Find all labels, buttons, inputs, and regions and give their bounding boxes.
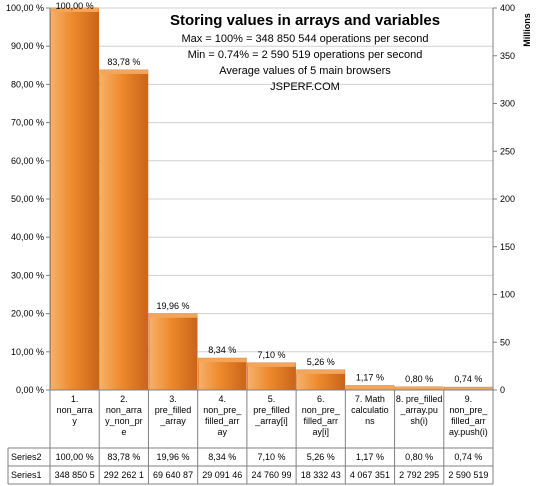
table-cell: 100,00 % — [56, 452, 94, 462]
table-cell: 24 760 99 — [251, 470, 291, 480]
chart-title: Storing values in arrays and variables — [170, 12, 440, 29]
bar-top-face — [296, 369, 345, 374]
bar — [197, 357, 247, 391]
data-label: 83,78 % — [107, 57, 140, 67]
bar — [99, 69, 149, 391]
data-labels: 100,00 % 83,78 % 19,96 % 8,34 % 7,10 % 5,26 %… — [56, 1, 483, 384]
data-label: 19,96 % — [157, 301, 190, 311]
table-cell: 7,10 % — [257, 452, 285, 462]
y-left-tick-label: 50,00 % — [11, 194, 44, 204]
y-right-tick-label: 100 — [500, 290, 515, 300]
bar-top-face — [345, 385, 395, 390]
table-cell: 0,74 % — [454, 452, 482, 462]
chart-subtitle-line-1: Max = 100% = 348 850 544 operations per … — [181, 33, 428, 45]
category-label: 2. non_arra y_non_pr e — [105, 394, 143, 437]
table-cell: 29 091 46 — [202, 470, 242, 480]
table-cell: 8,34 % — [208, 452, 236, 462]
category-label: 6. non_pre_ filled_arr ay[i] — [302, 394, 341, 437]
data-label: 1,17 % — [356, 373, 384, 383]
category-label: 1. non_arra y — [57, 394, 93, 426]
y-left-tick-label: 30,00 % — [11, 270, 44, 280]
y-right-tick-label: 350 — [500, 51, 515, 61]
y-right-tick-label: 0 — [500, 385, 505, 395]
table-cell: 2 792 295 — [399, 470, 439, 480]
bar-top-face — [247, 362, 296, 367]
category-label: 7. Math calculatio ns — [351, 394, 389, 426]
category-label: 9. non_pre_ filled_arr ay.push(i) — [449, 394, 488, 437]
chart-subtitle-line-3: Average values of 5 main browsers — [219, 65, 391, 77]
bar-top-face — [395, 386, 444, 390]
y-left-tick-label: 0,00 % — [16, 385, 44, 395]
data-label: 0,74 % — [454, 374, 482, 384]
y-right-tick-label: 400 — [500, 3, 515, 13]
y-left-tick-label: 90,00 % — [11, 41, 44, 51]
category-label: 3. pre_filled _array — [155, 394, 192, 426]
y-right-tick-label: 50 — [500, 337, 510, 347]
y-right-tick-label: 150 — [500, 242, 515, 252]
data-label: 100,00 % — [56, 1, 94, 11]
bar-top-face — [198, 358, 247, 363]
category-label: 4. non_pre_ filled_arr ay — [203, 394, 242, 437]
bar-top-face — [99, 69, 148, 74]
y-left-tick-label: 10,00 % — [11, 347, 44, 357]
table-cell: 18 332 43 — [301, 470, 341, 480]
y-left-tick-label: 60,00 % — [11, 156, 44, 166]
bar-top-face — [444, 387, 493, 390]
bars — [50, 7, 493, 391]
y-right-tick-label: 300 — [500, 99, 515, 109]
data-table: 1. non_arra y 2. non_arra y_non_pr e 3. pre_fill… — [7, 389, 494, 485]
axes: 0,00 % 10,00 % 20,00 % 30,00 % 40,00 % 50,00 … — [6, 3, 532, 395]
category-label: 8. pre_filled _array.pu sh(i) — [396, 394, 443, 426]
category-label: 5. pre_filled _array[i] — [253, 394, 290, 426]
y-left-tick-label: 70,00 % — [11, 118, 44, 128]
table-cell: 2 590 519 — [448, 470, 488, 480]
table-series-name: Series1 — [11, 470, 42, 480]
table-cell: 4 067 351 — [350, 470, 390, 480]
bar — [50, 7, 100, 391]
table-cell: 19,96 % — [157, 452, 190, 462]
y-right-axis-title: Millions — [522, 13, 532, 47]
table-cell: 5,26 % — [307, 452, 335, 462]
bar — [148, 313, 198, 391]
chart-subtitle-line-4: JSPERF.COM — [270, 81, 340, 93]
y-left-tick-label: 100,00 % — [6, 3, 44, 13]
bar — [247, 362, 296, 391]
bar-top-face — [148, 313, 198, 318]
y-right-tick-label: 200 — [500, 194, 515, 204]
data-label: 7,10 % — [257, 350, 285, 360]
y-left-tick-label: 40,00 % — [11, 232, 44, 242]
table-cell: 1,17 % — [356, 452, 384, 462]
y-left-tick-label: 20,00 % — [11, 309, 44, 319]
table-cell: 69 640 87 — [153, 470, 193, 480]
table-cell: 83,78 % — [107, 452, 140, 462]
chart-title-block: Storing values in arrays and variables M… — [170, 12, 440, 93]
data-label: 5,26 % — [307, 357, 335, 367]
table-cell: 292 262 1 — [104, 470, 144, 480]
table-series-name: Series2 — [11, 452, 42, 462]
y-right-tick-label: 250 — [500, 146, 515, 156]
y-left-tick-label: 80,00 % — [11, 79, 44, 89]
data-label: 0,80 % — [405, 374, 433, 384]
bar-top-face — [50, 8, 99, 12]
chart-subtitle-line-2: Min = 0.74% = 2 590 519 operations per s… — [188, 49, 423, 61]
table-cell: 348 850 5 — [55, 470, 95, 480]
data-label: 8,34 % — [208, 345, 236, 355]
table-cell: 0,80 % — [405, 452, 433, 462]
